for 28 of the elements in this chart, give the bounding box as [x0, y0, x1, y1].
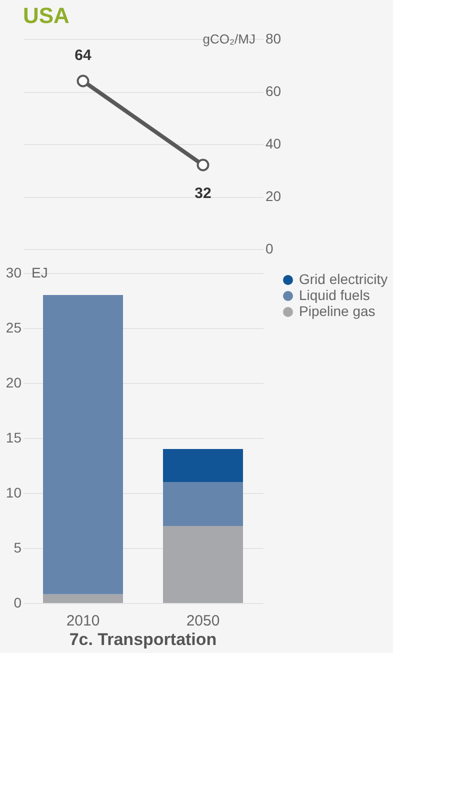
y-tick-label: 5 [14, 540, 22, 556]
y-tick-label: 80 [266, 30, 282, 46]
y-tick-label: 0 [266, 240, 274, 256]
y-tick-label: 0 [14, 594, 22, 610]
y-tick-label: 40 [266, 136, 282, 152]
data-label: 64 [74, 47, 92, 64]
text: 7c. Transportation [69, 630, 217, 649]
y-axis-title: gCO₂/MJ [202, 32, 256, 46]
bar [43, 594, 123, 603]
y-tick-label: 60 [266, 83, 282, 99]
y-tick-label: 20 [266, 188, 282, 204]
bar [43, 295, 123, 594]
y-tick-label: 30 [6, 264, 22, 280]
x-tick-label: 2010 [66, 612, 100, 630]
y-axis-title: EJ [32, 264, 48, 280]
data-label: 32 [194, 185, 212, 202]
y-tick-label: 20 [6, 374, 22, 390]
y-tick-label: 25 [6, 320, 22, 336]
bar [163, 526, 243, 603]
x-tick-label: 2050 [186, 612, 220, 630]
bar [163, 482, 243, 526]
legend-label: Grid electricity [299, 271, 388, 287]
y-tick-label: 10 [6, 484, 22, 500]
bar [163, 449, 243, 482]
y-tick-label: 15 [6, 430, 22, 446]
legend-label: Liquid fuels [299, 287, 370, 303]
chart-title: USA [23, 3, 70, 28]
legend-label: Pipeline gas [299, 303, 376, 319]
